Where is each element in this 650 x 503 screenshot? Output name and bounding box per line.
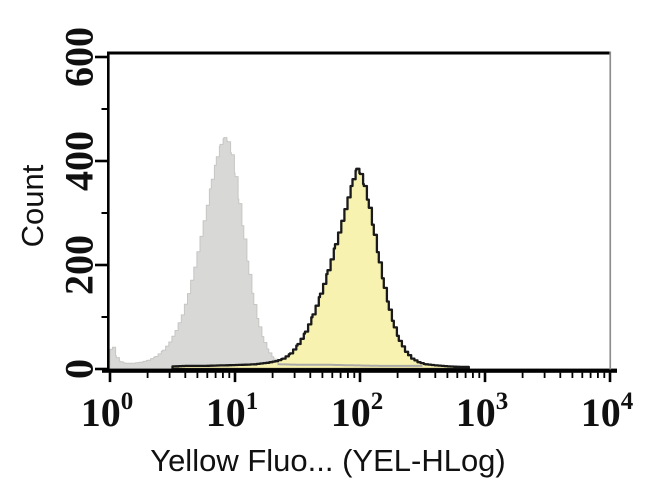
y-major-tick: [95, 55, 108, 59]
top-spine: [107, 51, 611, 55]
y-tick-label: 600: [57, 27, 102, 87]
x-minor-tick: [478, 372, 481, 378]
x-minor-tick: [339, 372, 342, 378]
plot-frame: [102, 51, 617, 373]
x-major-tick: [483, 372, 487, 383]
y-axis-line: [107, 51, 110, 373]
y-axis-title: Count: [15, 164, 50, 248]
y-tick-label: 400: [57, 131, 102, 191]
x-minor-tick: [559, 372, 562, 378]
x-minor-tick: [184, 372, 187, 378]
x-tick-label: 104: [581, 388, 634, 435]
x-minor-tick: [464, 372, 467, 378]
x-minor-tick: [347, 372, 349, 378]
y-major-tick: [95, 367, 108, 371]
x-minor-tick: [196, 372, 199, 378]
x-minor-tick: [472, 372, 474, 378]
x-minor-tick: [309, 372, 312, 378]
x-tick-label: 102: [331, 388, 384, 435]
x-minor-tick: [293, 372, 296, 378]
y-tick-label: 200: [57, 235, 102, 295]
x-minor-tick: [206, 372, 209, 378]
x-axis-ticks: 100 101 102 103 104: [81, 372, 634, 435]
x-minor-tick: [581, 372, 584, 378]
x-minor-tick: [597, 372, 599, 378]
x-minor-tick: [456, 372, 459, 378]
x-minor-tick: [321, 372, 324, 378]
x-tick-label: 103: [456, 388, 509, 435]
x-minor-tick: [446, 372, 449, 378]
series-control-tail-overlay: [277, 363, 423, 367]
x-major-tick: [108, 372, 112, 383]
x-minor-tick: [418, 372, 421, 378]
x-minor-tick: [146, 372, 149, 378]
x-minor-tick: [571, 372, 574, 378]
x-major-tick: [608, 372, 612, 383]
y-major-tick: [95, 159, 108, 163]
x-tick-label: 101: [206, 388, 259, 435]
y-major-tick: [95, 263, 108, 267]
x-minor-tick: [353, 372, 356, 378]
series-sample-yellow: [171, 167, 470, 371]
y-tick-label: 0: [57, 359, 102, 379]
series-layer: [109, 137, 470, 371]
x-minor-tick: [331, 372, 334, 378]
x-major-tick: [233, 372, 237, 383]
x-tick-label: 100: [81, 388, 134, 435]
x-minor-tick: [222, 372, 224, 378]
y-minor-tick: [101, 108, 108, 110]
x-minor-tick: [396, 372, 399, 378]
x-axis-title: Yellow Fluo... (YEL-HLog): [150, 443, 506, 478]
x-minor-tick: [228, 372, 231, 378]
x-major-tick: [358, 372, 362, 383]
x-minor-tick: [168, 372, 171, 378]
y-minor-tick: [101, 316, 108, 318]
x-minor-tick: [521, 372, 524, 378]
x-minor-tick: [603, 372, 606, 378]
y-minor-tick: [101, 212, 108, 214]
x-minor-tick: [271, 372, 274, 378]
x-minor-tick: [543, 372, 546, 378]
x-axis-line: [102, 368, 617, 373]
right-spine: [609, 51, 612, 370]
y-axis-ticks: 0 200 400 600: [57, 27, 108, 379]
x-minor-tick: [214, 372, 217, 378]
x-minor-tick: [434, 372, 437, 378]
x-minor-tick: [589, 372, 592, 378]
